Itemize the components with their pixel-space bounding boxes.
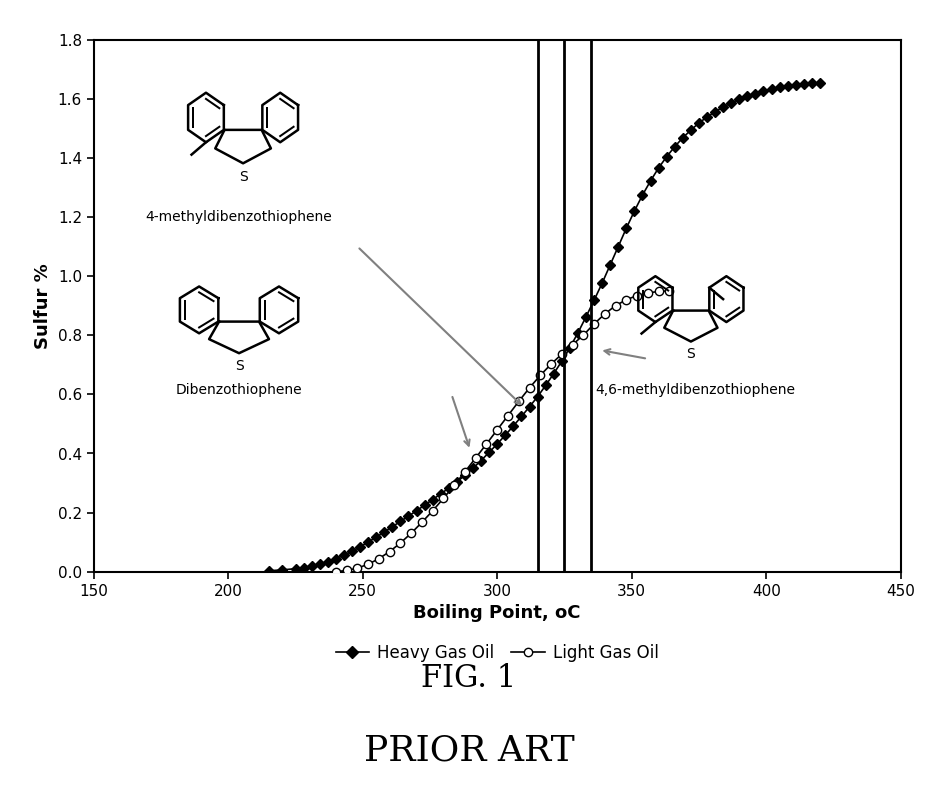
Text: 4-methyldibenzothiophene: 4-methyldibenzothiophene xyxy=(145,210,332,224)
Light Gas Oil xyxy=(395,538,406,548)
Y-axis label: Sulfur %: Sulfur % xyxy=(34,263,53,349)
Heavy Gas Oil xyxy=(402,511,414,521)
Line: Heavy Gas Oil: Heavy Gas Oil xyxy=(265,79,824,575)
Heavy Gas Oil xyxy=(395,517,406,526)
Line: Light Gas Oil: Light Gas Oil xyxy=(332,287,673,576)
Text: 4,6-methyldibenzothiophene: 4,6-methyldibenzothiophene xyxy=(595,383,794,397)
Light Gas Oil xyxy=(653,287,664,296)
Legend: Heavy Gas Oil, Light Gas Oil: Heavy Gas Oil, Light Gas Oil xyxy=(336,644,658,662)
Light Gas Oil xyxy=(523,383,535,392)
Light Gas Oil xyxy=(502,410,513,420)
Light Gas Oil xyxy=(492,425,503,434)
Light Gas Oil xyxy=(631,291,643,300)
X-axis label: Boiling Point, oC: Boiling Point, oC xyxy=(414,604,581,622)
Light Gas Oil xyxy=(567,340,578,349)
Heavy Gas Oil xyxy=(758,87,769,96)
Light Gas Oil xyxy=(535,371,546,380)
Light Gas Oil xyxy=(610,301,621,310)
Light Gas Oil xyxy=(545,360,556,369)
Light Gas Oil xyxy=(352,564,363,573)
Text: FIG. 1: FIG. 1 xyxy=(421,663,517,695)
Light Gas Oil xyxy=(448,480,460,490)
Light Gas Oil xyxy=(470,453,481,463)
Light Gas Oil xyxy=(384,547,395,557)
Light Gas Oil xyxy=(556,349,567,359)
Light Gas Oil xyxy=(599,309,611,318)
Light Gas Oil xyxy=(373,554,385,564)
Light Gas Oil xyxy=(621,295,632,305)
Light Gas Oil xyxy=(460,467,471,476)
Heavy Gas Oil xyxy=(581,312,592,322)
Text: PRIOR ART: PRIOR ART xyxy=(364,734,574,767)
Light Gas Oil xyxy=(643,288,654,298)
Light Gas Oil xyxy=(427,506,438,515)
Heavy Gas Oil xyxy=(798,79,809,89)
Light Gas Oil xyxy=(405,529,416,538)
Light Gas Oil xyxy=(481,439,492,449)
Light Gas Oil xyxy=(513,397,524,407)
Heavy Gas Oil xyxy=(263,566,274,576)
Light Gas Oil xyxy=(578,330,589,340)
Heavy Gas Oil xyxy=(814,79,825,88)
Light Gas Oil xyxy=(416,518,428,527)
Text: Dibenzothiophene: Dibenzothiophene xyxy=(175,383,302,397)
Light Gas Oil xyxy=(438,494,449,503)
Light Gas Oil xyxy=(330,567,341,576)
Heavy Gas Oil xyxy=(588,295,599,305)
Light Gas Oil xyxy=(663,286,674,295)
Light Gas Oil xyxy=(362,560,373,569)
Light Gas Oil xyxy=(340,566,352,576)
Light Gas Oil xyxy=(588,319,599,329)
